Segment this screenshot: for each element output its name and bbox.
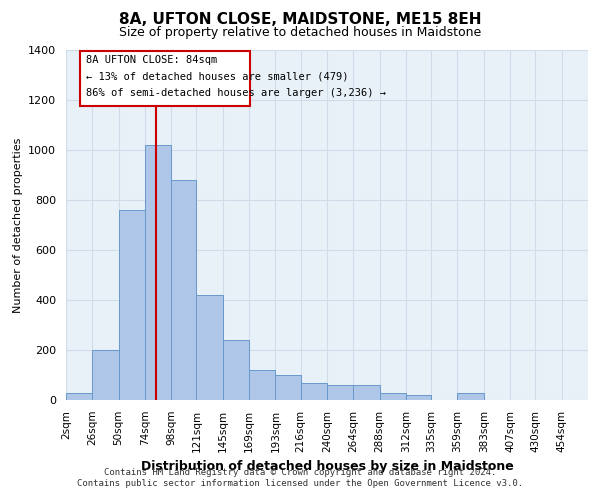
Text: Size of property relative to detached houses in Maidstone: Size of property relative to detached ho… [119, 26, 481, 39]
Text: Contains HM Land Registry data © Crown copyright and database right 2024.
Contai: Contains HM Land Registry data © Crown c… [77, 468, 523, 487]
Bar [380, 392, 406, 400]
Bar [66, 392, 92, 400]
Y-axis label: Number of detached properties: Number of detached properties [13, 138, 23, 312]
Bar [457, 392, 484, 400]
Bar [223, 340, 249, 400]
Bar [353, 385, 380, 400]
Bar [145, 145, 171, 400]
Bar [275, 375, 301, 400]
Bar [196, 295, 223, 400]
Bar [249, 370, 275, 400]
Text: 8A UFTON CLOSE: 84sqm: 8A UFTON CLOSE: 84sqm [86, 55, 217, 65]
Bar [92, 350, 119, 400]
Bar [119, 210, 145, 400]
Bar [80, 52, 250, 106]
Text: 86% of semi-detached houses are larger (3,236) →: 86% of semi-detached houses are larger (… [86, 88, 386, 99]
Text: ← 13% of detached houses are smaller (479): ← 13% of detached houses are smaller (47… [86, 72, 348, 82]
Text: 8A, UFTON CLOSE, MAIDSTONE, ME15 8EH: 8A, UFTON CLOSE, MAIDSTONE, ME15 8EH [119, 12, 481, 28]
X-axis label: Distribution of detached houses by size in Maidstone: Distribution of detached houses by size … [140, 460, 514, 473]
Bar [327, 385, 353, 400]
Bar [301, 382, 327, 400]
Bar [406, 395, 431, 400]
Bar [171, 180, 196, 400]
